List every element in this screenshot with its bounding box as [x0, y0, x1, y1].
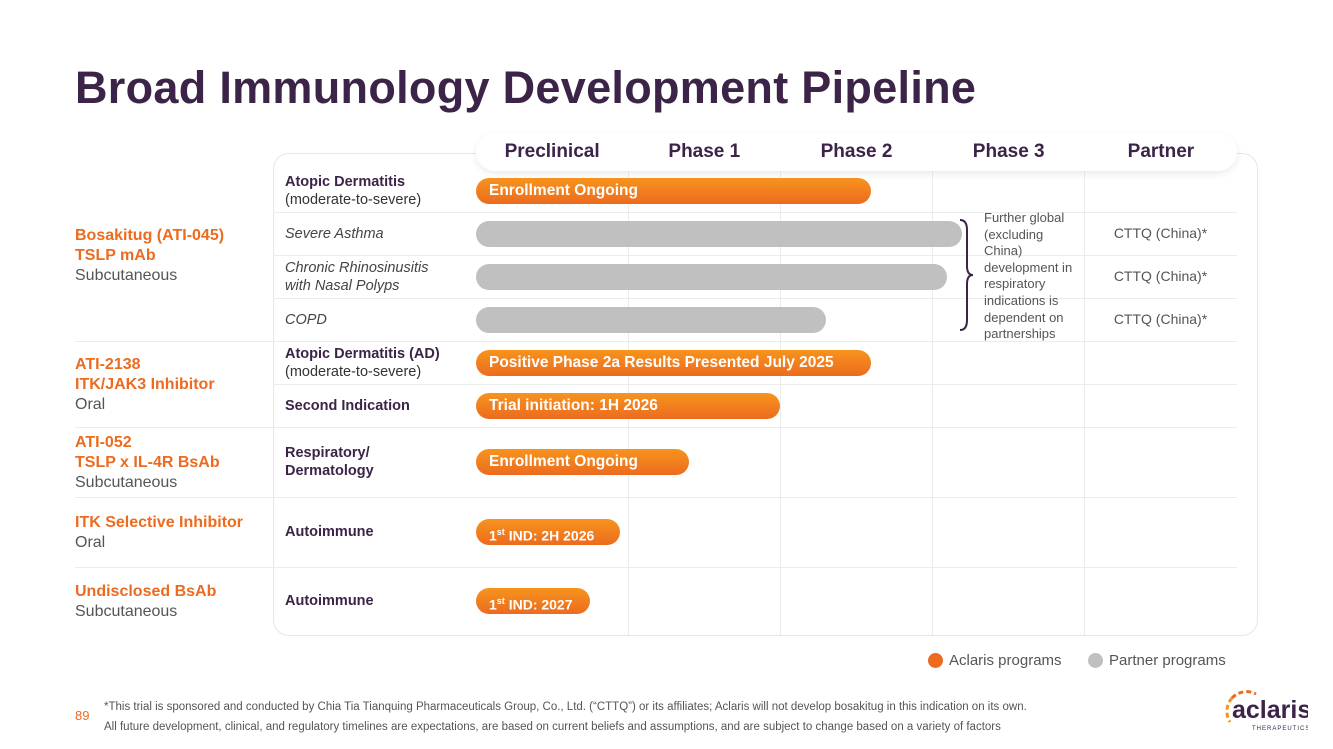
gray-dot-icon: [1088, 653, 1103, 668]
bar-label: IND: 2027: [504, 596, 573, 613]
program-target: TSLP mAb: [75, 247, 156, 264]
indication-label: Autoimmune: [285, 523, 374, 541]
program-name: ATI-052: [75, 434, 132, 451]
divider: [273, 255, 1237, 256]
indication-label: Chronic Rhinosinusitis with Nasal Polyps: [285, 259, 428, 295]
indication-name: Atopic Dermatitis (AD): [285, 345, 440, 362]
indication-name: Atopic Dermatitis: [285, 174, 406, 190]
aclaris-logo: aclaris THERAPEUTICS: [1218, 686, 1311, 741]
indication-name: Second Indication: [285, 397, 410, 414]
aclaris-progress-bar: Enrollment Ongoing: [476, 449, 689, 475]
indication-label: Second Indication: [285, 397, 410, 415]
aclaris-progress-bar: Positive Phase 2a Results Presented July…: [476, 349, 872, 376]
indication-name: Chronic Rhinosinusitis: [285, 259, 429, 276]
bar-label: 1: [489, 527, 497, 544]
brace-icon: [958, 218, 974, 337]
program-undisclosed-bsab: Undisclosed BsAb Subcutaneous: [75, 582, 216, 622]
program-name: ATI-2138: [75, 356, 141, 373]
svg-text:aclaris: aclaris: [1232, 696, 1308, 724]
phase-2: Phase 2: [820, 141, 893, 162]
bar-label: IND: 2H 2026: [504, 527, 595, 544]
bar-label: 1: [489, 596, 497, 613]
program-ati-2138: ATI-2138 ITK/JAK3 Inhibitor Oral: [75, 355, 215, 415]
indication-detail: (moderate-to-severe): [285, 363, 422, 380]
indication-label: Atopic Dermatitis (moderate-to-severe): [285, 173, 421, 209]
partner-progress-bar: [476, 263, 948, 290]
indication-name: Autoimmune: [285, 593, 374, 609]
legend-aclaris: Aclaris programs: [928, 652, 1062, 669]
indication-detail: Dermatology: [285, 463, 374, 479]
program-itk-selective: ITK Selective Inhibitor Oral: [75, 513, 243, 553]
partnership-note: Further global (excluding China) develop…: [984, 210, 1073, 342]
divider: [273, 212, 1237, 213]
indication-name: Severe Asthma: [285, 225, 384, 242]
indication-label: Severe Asthma: [285, 225, 384, 243]
indication-label: Autoimmune: [285, 592, 374, 610]
program-route: Oral: [75, 396, 106, 413]
divider: [75, 497, 1237, 498]
program-target: ITK/JAK3 Inhibitor: [75, 376, 215, 393]
aclaris-progress-bar: 1st IND: 2027: [476, 588, 590, 614]
phase-1: Phase 1: [668, 141, 741, 162]
aclaris-progress-bar: 1st IND: 2H 2026: [476, 519, 621, 545]
program-route: Oral: [75, 534, 106, 551]
indication-label: Atopic Dermatitis (AD) (moderate-to-sever…: [285, 345, 440, 381]
partner-progress-bar: [476, 220, 963, 247]
bar-label: st: [496, 527, 505, 537]
page-number: 89: [75, 708, 90, 723]
orange-dot-icon: [928, 653, 943, 668]
divider: [273, 298, 1237, 299]
indication-name: Autoimmune: [285, 524, 374, 540]
program-name: Bosakitug (ATI-045): [75, 227, 225, 244]
page-title: Broad Immunology Development Pipeline: [75, 62, 977, 113]
program-name: ITK Selective Inhibitor: [75, 514, 244, 531]
partner-name: CTTQ (China)*: [1113, 224, 1208, 241]
indication-label: COPD: [285, 311, 327, 329]
phase-partner: Partner: [1127, 141, 1195, 162]
partner-name: CTTQ (China)*: [1113, 310, 1208, 327]
program-name: Undisclosed BsAb: [75, 583, 217, 600]
program-ati-052: ATI-052 TSLP x IL-4R BsAb Subcutaneous: [75, 433, 220, 493]
legend-label: Aclaris programs: [949, 652, 1062, 669]
program-route: Subcutaneous: [75, 603, 178, 620]
indication-name: COPD: [285, 311, 327, 328]
program-target: TSLP x IL-4R BsAb: [75, 454, 220, 471]
indication-detail: (moderate-to-severe): [285, 192, 422, 208]
phase-preclinical: Preclinical: [504, 141, 600, 162]
partner-progress-bar: [476, 306, 826, 333]
phase-3: Phase 3: [972, 141, 1045, 162]
divider: [75, 567, 1237, 568]
aclaris-progress-bar: Trial initiation: 1H 2026: [476, 392, 780, 419]
svg-text:THERAPEUTICS: THERAPEUTICS: [1252, 726, 1308, 732]
divider: [75, 427, 1237, 428]
program-route: Subcutaneous: [75, 474, 178, 491]
indication-label: Respiratory/Dermatology: [285, 444, 374, 480]
disclaimer: All future development, clinical, and re…: [104, 721, 1001, 733]
program-bosakitug: Bosakitug (ATI-045) TSLP mAb Subcutaneou…: [75, 226, 224, 286]
divider: [75, 341, 1237, 342]
legend-label: Partner programs: [1109, 652, 1226, 669]
footnote: *This trial is sponsored and conducted b…: [104, 701, 1027, 713]
phase-header: Preclinical Phase 1 Phase 2 Phase 3 Part…: [476, 133, 1237, 171]
aclaris-progress-bar: Enrollment Ongoing: [476, 178, 872, 204]
bar-label: st: [496, 596, 505, 606]
indication-name: Respiratory/: [285, 445, 370, 461]
divider: [273, 384, 1237, 385]
legend-partner: Partner programs: [1088, 652, 1226, 669]
partner-name: CTTQ (China)*: [1113, 267, 1208, 284]
program-route: Subcutaneous: [75, 267, 178, 284]
indication-detail: with Nasal Polyps: [285, 277, 400, 294]
